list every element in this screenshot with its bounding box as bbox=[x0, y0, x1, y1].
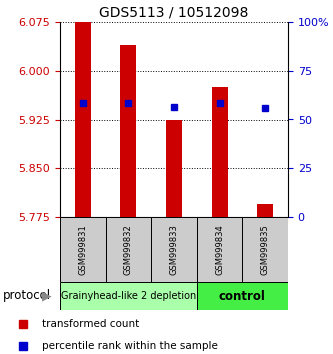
Text: GSM999835: GSM999835 bbox=[261, 224, 270, 275]
Text: GSM999832: GSM999832 bbox=[124, 224, 133, 275]
Bar bbox=[121, 45, 137, 217]
Text: Grainyhead-like 2 depletion: Grainyhead-like 2 depletion bbox=[61, 291, 196, 301]
Bar bbox=[106, 217, 151, 282]
Bar bbox=[197, 282, 288, 310]
Bar bbox=[257, 204, 273, 217]
Text: GSM999831: GSM999831 bbox=[78, 224, 87, 275]
Title: GDS5113 / 10512098: GDS5113 / 10512098 bbox=[99, 5, 249, 19]
Text: protocol: protocol bbox=[3, 290, 52, 303]
Text: ▶: ▶ bbox=[42, 290, 52, 303]
Bar bbox=[197, 217, 242, 282]
Text: transformed count: transformed count bbox=[42, 319, 139, 329]
Text: GSM999833: GSM999833 bbox=[169, 224, 178, 275]
Bar bbox=[166, 120, 182, 217]
Bar bbox=[151, 217, 197, 282]
Bar bbox=[75, 22, 91, 217]
Text: percentile rank within the sample: percentile rank within the sample bbox=[42, 341, 218, 351]
Text: GSM999834: GSM999834 bbox=[215, 224, 224, 275]
Text: control: control bbox=[219, 290, 266, 303]
Bar bbox=[211, 87, 227, 217]
Bar bbox=[60, 282, 197, 310]
Bar bbox=[60, 217, 106, 282]
Bar bbox=[242, 217, 288, 282]
